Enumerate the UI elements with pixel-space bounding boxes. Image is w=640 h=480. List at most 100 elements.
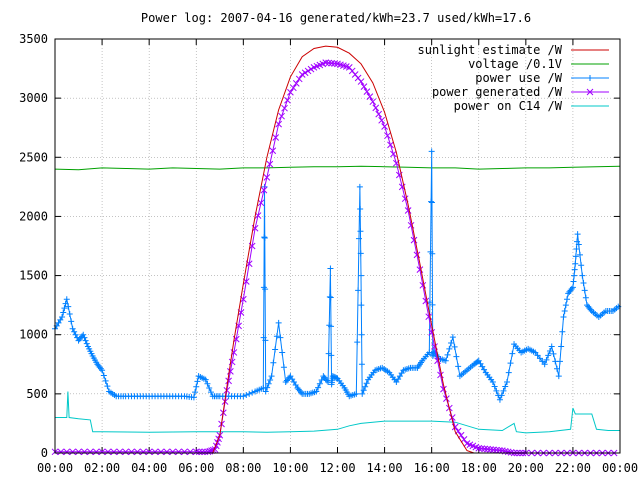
- y-tick-label: 2500: [19, 150, 48, 164]
- data-point: [66, 311, 73, 318]
- data-point: [261, 234, 268, 241]
- data-point: [556, 358, 563, 365]
- data-point: [116, 448, 124, 456]
- data-point: [263, 174, 271, 181]
- data-point: [65, 303, 72, 310]
- data-point: [192, 448, 200, 456]
- data-point: [287, 88, 294, 96]
- y-tick-label: 500: [26, 387, 48, 401]
- data-point: [572, 253, 579, 260]
- data-point: [243, 392, 250, 399]
- data-point: [262, 337, 269, 344]
- data-point: [475, 444, 483, 452]
- data-point: [225, 377, 232, 385]
- data-point: [448, 339, 455, 346]
- data-point: [187, 448, 194, 456]
- y-tick-label: 1500: [19, 269, 48, 283]
- data-point: [249, 389, 256, 396]
- data-point: [227, 368, 234, 375]
- data-point: [257, 199, 265, 207]
- data-point: [266, 160, 274, 168]
- data-point: [261, 235, 268, 242]
- data-point: [387, 141, 394, 149]
- data-point: [204, 448, 212, 456]
- data-point: [478, 445, 486, 452]
- data-point: [451, 343, 458, 350]
- data-point: [356, 183, 363, 190]
- data-point: [507, 360, 514, 367]
- data-point: [104, 383, 111, 390]
- data-point: [61, 305, 68, 312]
- data-point: [455, 363, 462, 370]
- data-point: [279, 349, 286, 356]
- data-point: [574, 231, 581, 238]
- data-point: [357, 206, 364, 213]
- data-point: [128, 448, 135, 456]
- data-point: [272, 134, 280, 141]
- data-point: [327, 265, 334, 272]
- data-point: [560, 313, 567, 320]
- data-point: [453, 353, 460, 360]
- data-point: [363, 380, 370, 387]
- data-point: [139, 448, 147, 456]
- x-axis-ticks: 00:00 02:00 04:00 06:00 08:00 10:00 12:00 14:00…: [37, 39, 638, 475]
- data-point: [357, 78, 365, 85]
- data-point: [428, 199, 435, 206]
- data-point: [369, 98, 377, 106]
- data-point: [275, 120, 282, 128]
- x-tick-label: 00:00: [37, 461, 73, 475]
- data-point: [181, 448, 188, 456]
- data-point: [99, 367, 106, 374]
- data-point: [286, 374, 293, 381]
- data-point: [448, 414, 456, 421]
- x-tick-label: 00:00: [602, 461, 638, 475]
- data-point: [355, 287, 362, 294]
- data-point: [561, 308, 568, 315]
- y-tick-label: 2000: [19, 209, 48, 223]
- data-point: [195, 448, 203, 456]
- data-point: [582, 294, 589, 301]
- data-point: [292, 80, 300, 87]
- series-1: [54, 165, 621, 171]
- data-point: [481, 445, 488, 453]
- series-line: [55, 62, 620, 454]
- data-point: [151, 448, 159, 456]
- data-point: [579, 272, 586, 279]
- data-point: [328, 59, 335, 67]
- data-point: [504, 379, 510, 386]
- data-point: [484, 445, 491, 453]
- x-tick-label: 16:00: [414, 461, 450, 475]
- data-point: [204, 380, 211, 387]
- data-point: [358, 331, 365, 338]
- data-point: [390, 150, 397, 158]
- data-point: [169, 448, 177, 456]
- data-point: [487, 446, 494, 453]
- data-point: [98, 448, 106, 456]
- data-point: [63, 296, 70, 303]
- data-point: [354, 339, 361, 346]
- legend-entry-label: power generated /W: [432, 85, 563, 99]
- data-point: [573, 245, 580, 252]
- data-point: [491, 383, 498, 390]
- data-point: [269, 147, 277, 155]
- data-point: [122, 448, 129, 456]
- data-point: [240, 393, 247, 400]
- data-point: [509, 350, 516, 357]
- data-point: [264, 384, 271, 391]
- data-point: [384, 132, 391, 140]
- data-point: [443, 395, 450, 402]
- data-point: [260, 186, 268, 194]
- data-point: [273, 333, 280, 340]
- data-point: [100, 372, 107, 379]
- data-point: [92, 448, 100, 456]
- y-tick-label: 3500: [19, 32, 48, 46]
- data-point: [575, 241, 582, 248]
- data-point: [363, 88, 371, 95]
- series-layer: [51, 45, 622, 457]
- data-point: [372, 104, 380, 112]
- data-point: [360, 387, 367, 394]
- x-tick-label: 10:00: [272, 461, 308, 475]
- data-point: [60, 309, 67, 316]
- legend-marker: [586, 88, 594, 96]
